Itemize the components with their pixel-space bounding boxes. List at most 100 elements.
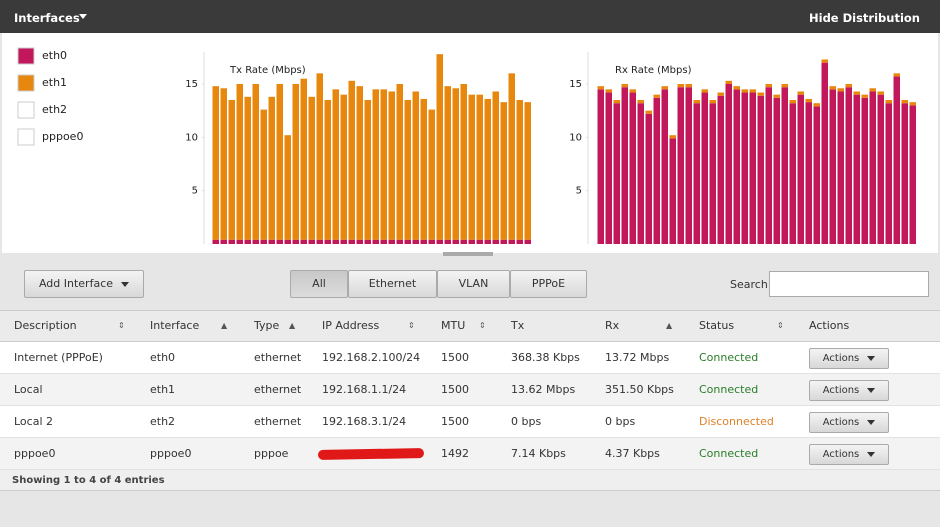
bar-segment [749,92,756,245]
column-header[interactable]: Interface [150,319,200,332]
bar-segment [476,94,483,240]
table-row: Internet (PPPoE) eth0 ethernet 192.168.2.10… [0,342,940,374]
sort-icon[interactable]: ⇕ [408,321,415,330]
bar-segment [597,86,604,90]
filter-tab[interactable]: PPPoE [510,270,587,298]
bar-segment [460,239,467,244]
bar-segment [412,91,419,240]
table-cell: 1492 [441,447,469,460]
bar-segment [805,98,812,103]
actions-button[interactable]: Actions [809,444,889,465]
filter-tab[interactable]: All [290,270,348,298]
bar-segment [725,84,732,244]
bar-segment [452,88,459,240]
filter-tab[interactable]: Ethernet [348,270,437,298]
bar-segment [228,100,235,240]
header-title[interactable]: Interfaces [14,11,80,25]
sort-icon[interactable]: ▲ [221,321,228,330]
bar-segment [316,239,323,244]
bar-segment [685,84,692,88]
bar-segment [717,92,724,96]
table-cell: Connected [699,447,759,460]
chart-title: Tx Rate (Mbps) [229,65,306,76]
caret [867,451,876,457]
search-input[interactable] [769,271,929,297]
bar-segment [428,109,435,240]
bar-segment [372,89,379,240]
column-header[interactable]: Description [14,319,77,332]
bar-segment [276,84,283,240]
bar-segment [260,239,267,244]
bar-segment [300,239,307,244]
table-cell: 192.168.1.1/24 [322,383,407,396]
bar-segment [789,103,796,244]
bar-segment [765,87,772,244]
splitter[interactable] [443,252,493,256]
bar-segment [476,239,483,244]
table-cell: Local 2 [14,415,54,428]
bar-segment [845,87,852,244]
redaction [317,448,425,460]
column-header[interactable]: Status [699,319,735,332]
filter-tab[interactable]: VLAN [437,270,510,298]
actions-button[interactable]: Actions [809,348,889,369]
column-header[interactable]: MTU [441,319,466,332]
bar-segment [252,239,259,244]
bar-segment [428,239,435,244]
bar-segment [909,105,916,244]
sort-icon[interactable]: ▲ [289,321,296,330]
column-header[interactable]: IP Address [322,319,380,332]
bar-segment [508,239,515,244]
actions-button[interactable]: Actions [809,380,889,401]
actions-label: Actions [822,417,860,428]
table-header [0,310,940,342]
add-interface-button[interactable]: Add Interface [24,270,144,298]
bar-segment [340,239,347,244]
column-header[interactable]: Tx [511,319,525,332]
bar-segment [444,239,451,244]
bar-segment [637,100,644,104]
caret [867,419,876,425]
column-header[interactable]: Actions [809,319,850,332]
bar-segment [348,80,355,240]
table-cell: 351.50 Kbps [605,383,674,396]
bar-segment [717,95,724,244]
column-header[interactable]: Type [254,319,280,332]
bar-segment [252,84,259,240]
bar-segment [845,84,852,88]
bar-segment [340,94,347,240]
table-row: Local 2 eth2 ethernet 192.168.3.1/24 1500 0 b… [0,406,940,438]
bar-segment [701,92,708,245]
y-tick-label: 15 [569,79,582,90]
header: Interfaces Hide Distribution [0,0,940,33]
bar-segment [404,100,411,240]
table-cell: 13.62 Mbps [511,383,576,396]
bar-segment [653,94,660,98]
bar-segment [484,98,491,240]
bar-segment [516,100,523,240]
caret [867,355,876,361]
column-header[interactable]: Rx [605,319,620,332]
bar-segment [757,95,764,244]
table-cell: 7.14 Kbps [511,447,566,460]
bar-segment [677,87,684,244]
sort-icon[interactable]: ⇕ [118,321,125,330]
actions-label: Actions [822,449,860,460]
bar-segment [853,94,860,244]
hide-distribution[interactable]: Hide Distribution [809,11,920,25]
bar-segment [669,138,676,244]
sort-icon[interactable]: ⇕ [777,321,784,330]
bar-segment [597,89,604,244]
table-cell: eth2 [150,415,176,428]
bar-segment [380,239,387,244]
bar-segment [372,239,379,244]
sort-icon[interactable]: ⇕ [479,321,486,330]
bar-segment [637,103,644,244]
distribution-panel: eth0 eth1 eth2 pppoe0 5 10 15 Tx Rate (Mbps) 5 10… [2,33,938,253]
actions-button[interactable]: Actions [809,412,889,433]
dropdown-caret[interactable] [79,14,87,19]
bar-segment [228,239,235,244]
bar-segment [332,89,339,240]
sort-icon[interactable]: ▲ [666,321,673,330]
